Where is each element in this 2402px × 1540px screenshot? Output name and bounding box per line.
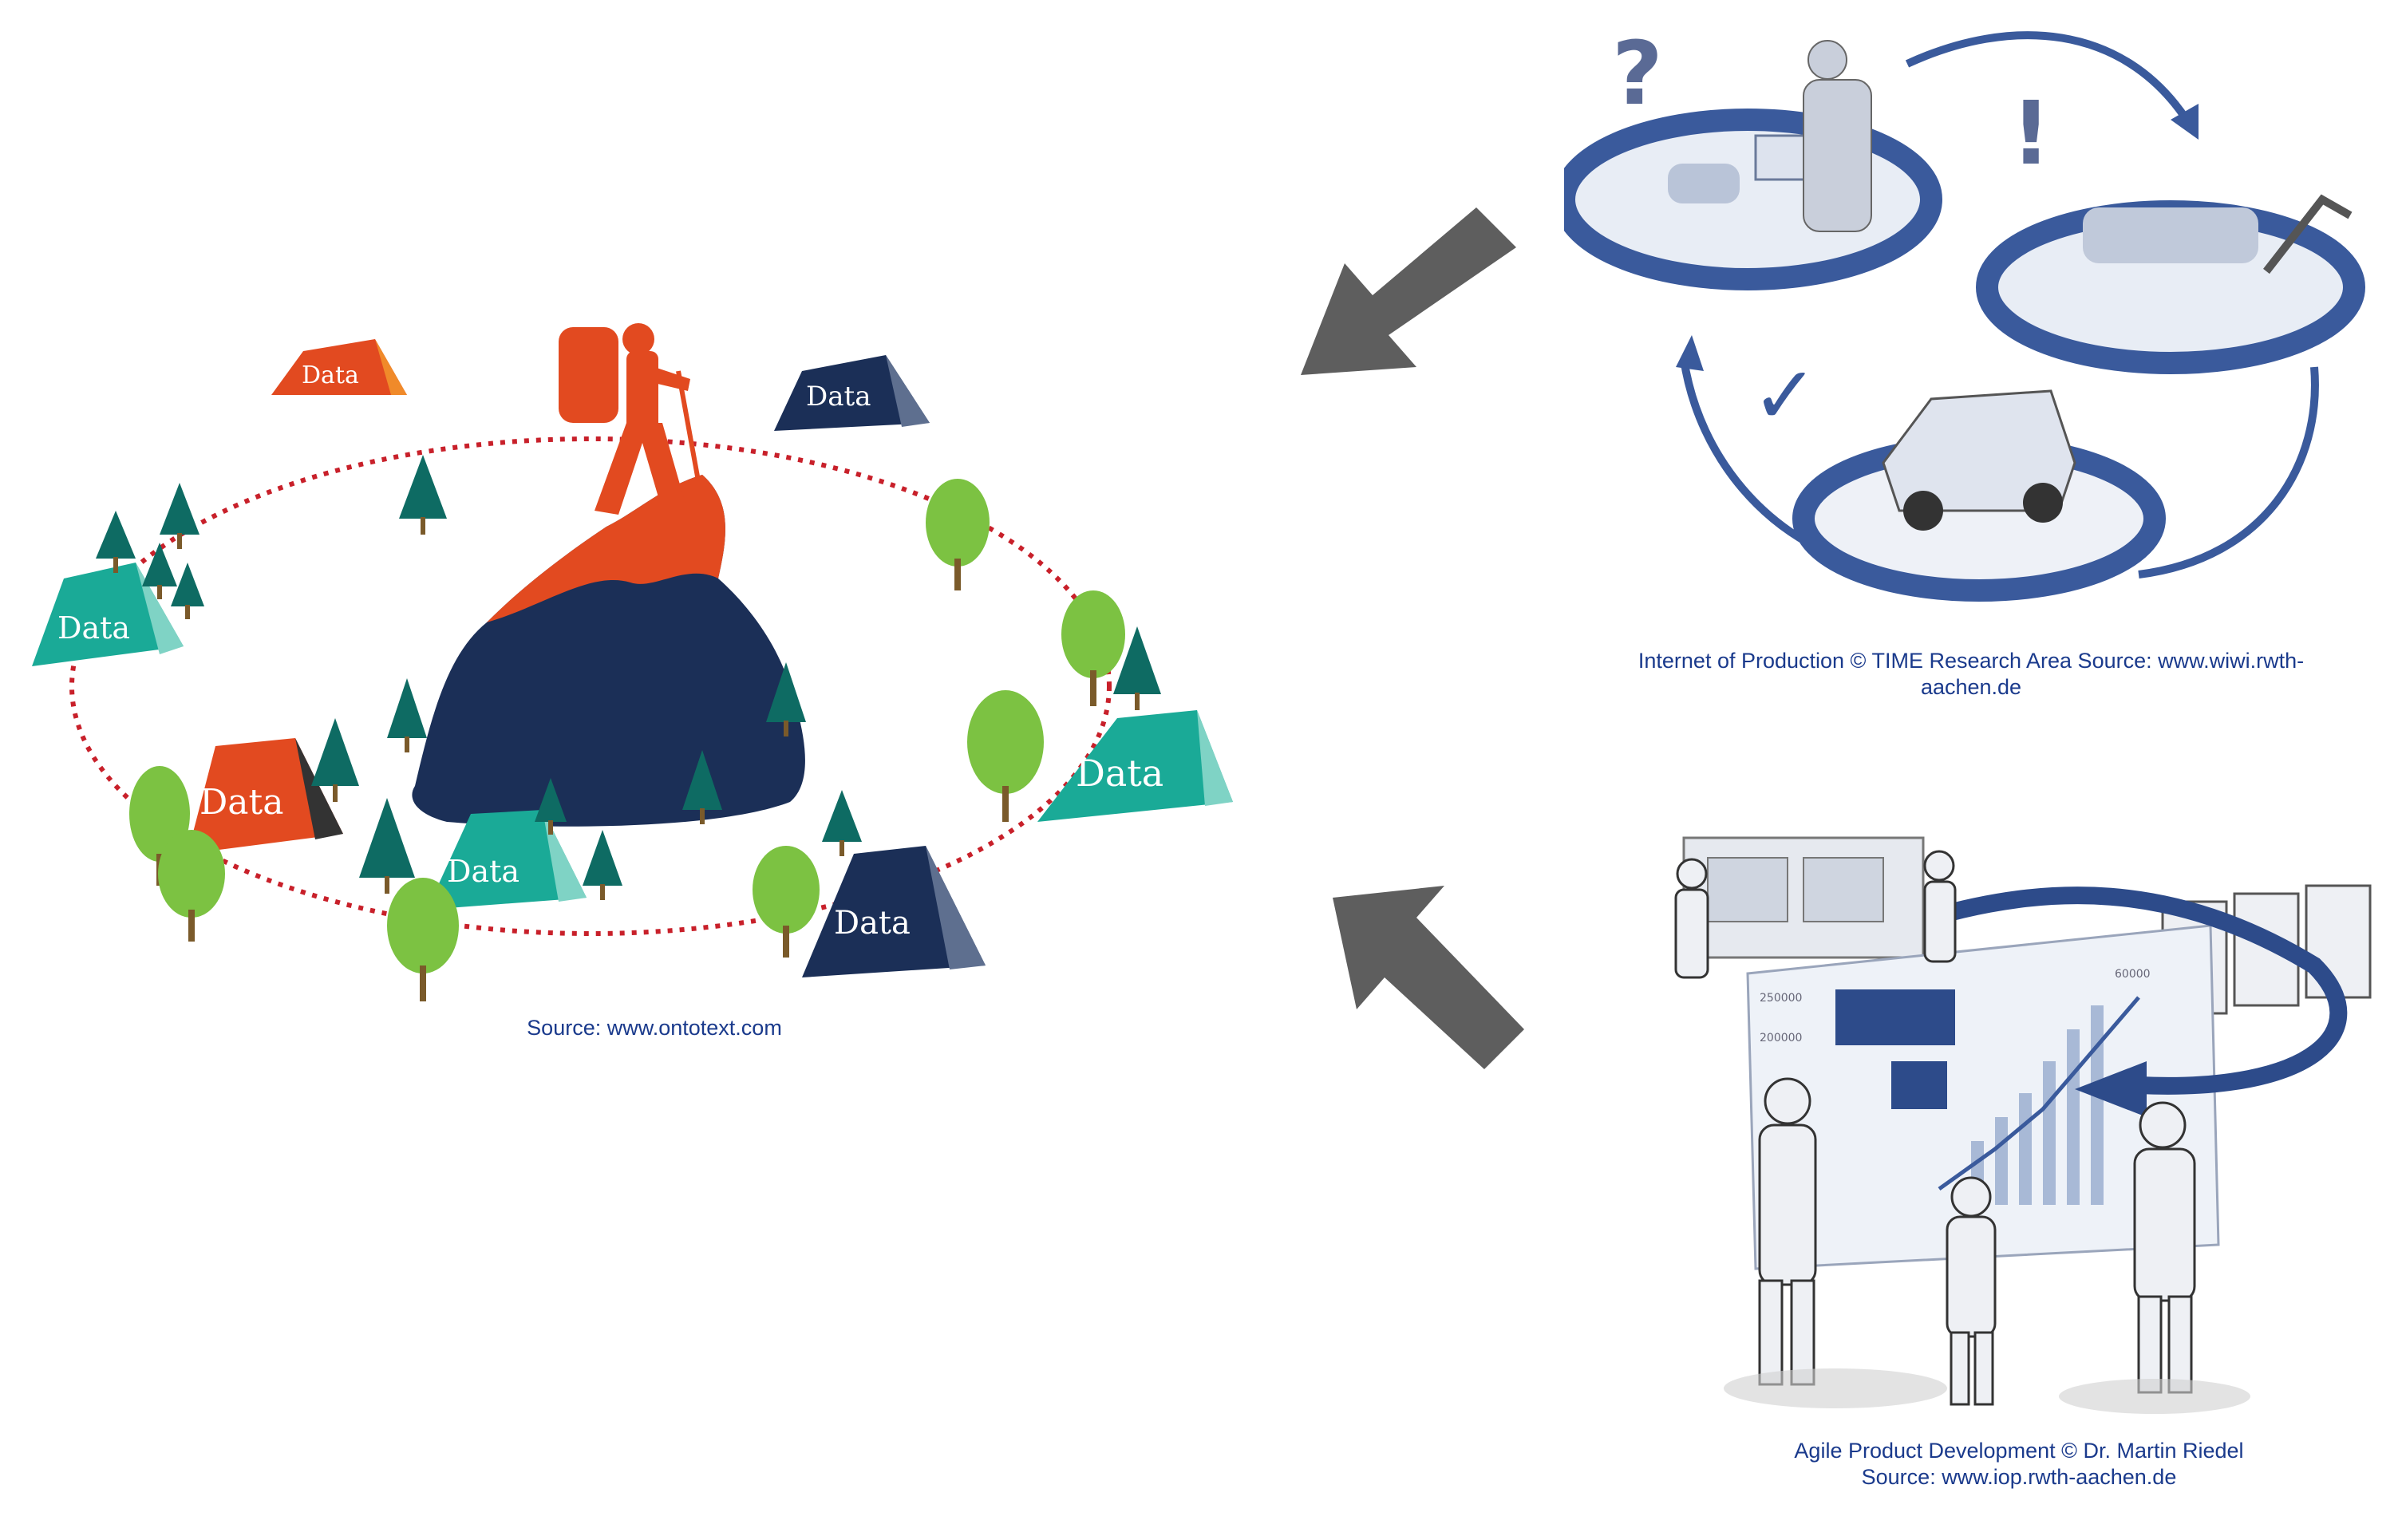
agile-product-development-illustration: 250000 200000 60000 — [1596, 822, 2386, 1428]
tent-navy-top: Data — [774, 355, 930, 431]
agile-caption-line1: Agile Product Development © Dr. Martin R… — [1794, 1439, 2244, 1463]
question-mark-icon: ? — [1612, 22, 1663, 124]
ring-production — [1976, 194, 2365, 374]
tablet-icon — [1754, 134, 1813, 181]
arrow-from-production — [1277, 184, 1516, 391]
ontotext-illustration: Data Data Data Data Data Data — [0, 303, 1245, 1005]
hiker-figure — [559, 323, 705, 515]
agile-caption-line2: Source: www.iop.rwth-aachen.de — [1861, 1465, 2177, 1489]
person-figure — [1803, 40, 1872, 232]
sweep-arrow — [1928, 886, 2348, 1095]
production-caption-line1: Internet of Production © TIME Research A… — [1638, 649, 2305, 673]
board-tick: 250000 — [1760, 992, 1802, 1005]
car-chassis-icon — [2083, 207, 2258, 263]
tent-label: Data — [1076, 752, 1163, 795]
ring-validation — [1792, 389, 2166, 602]
internet-of-production-illustration: ? ! ✓ — [1564, 16, 2378, 606]
electric-car-icon — [1882, 389, 2076, 512]
board-tick: 200000 — [1760, 1032, 1802, 1044]
tent-teal-bottom: Data — [427, 810, 587, 910]
ring-design — [1564, 40, 1942, 290]
tent-label: Data — [302, 361, 359, 389]
mountain-peak — [487, 475, 725, 622]
board-trendline — [1938, 996, 2140, 1191]
people-figures — [1674, 850, 2196, 1406]
board-block-icon — [1835, 989, 1955, 1045]
agile-caption: Agile Product Development © Dr. Martin R… — [1668, 1438, 2370, 1491]
tent-label: Data — [57, 610, 130, 646]
board-tick: 60000 — [2115, 968, 2151, 981]
board-robot-icon — [1891, 1061, 1947, 1109]
production-caption: Internet of Production © TIME Research A… — [1564, 648, 2378, 701]
car-icon — [1668, 164, 1740, 203]
tent-teal-right: Data — [1037, 710, 1233, 822]
production-caption-line2: aachen.de — [1920, 675, 2022, 699]
tent-orange-bottom: Data — [188, 738, 343, 854]
loop-arrow-top — [1905, 31, 2191, 122]
tent-label: Data — [834, 905, 911, 942]
arrow-from-agile — [1309, 862, 1548, 1077]
tent-navy-bottom: Data — [802, 846, 986, 977]
tent-orange-top: Data — [271, 339, 407, 395]
trees-dark — [96, 455, 1161, 900]
tent-label: Data — [806, 381, 871, 413]
exclamation-mark-icon: ! — [2011, 82, 2051, 184]
check-mark-icon: ✓ — [1752, 349, 1819, 442]
trees-light — [129, 479, 1125, 1001]
tent-label: Data — [200, 782, 283, 823]
tent-label: Data — [447, 854, 520, 889]
dotted-ring — [69, 436, 1112, 936]
loop-arrow-right — [2138, 366, 2319, 578]
ontotext-source-caption: Source: www.ontotext.com — [527, 1016, 782, 1040]
robot-arm-icon — [2263, 194, 2353, 274]
